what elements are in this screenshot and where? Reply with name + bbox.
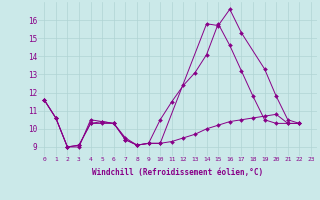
X-axis label: Windchill (Refroidissement éolien,°C): Windchill (Refroidissement éolien,°C): [92, 168, 263, 177]
